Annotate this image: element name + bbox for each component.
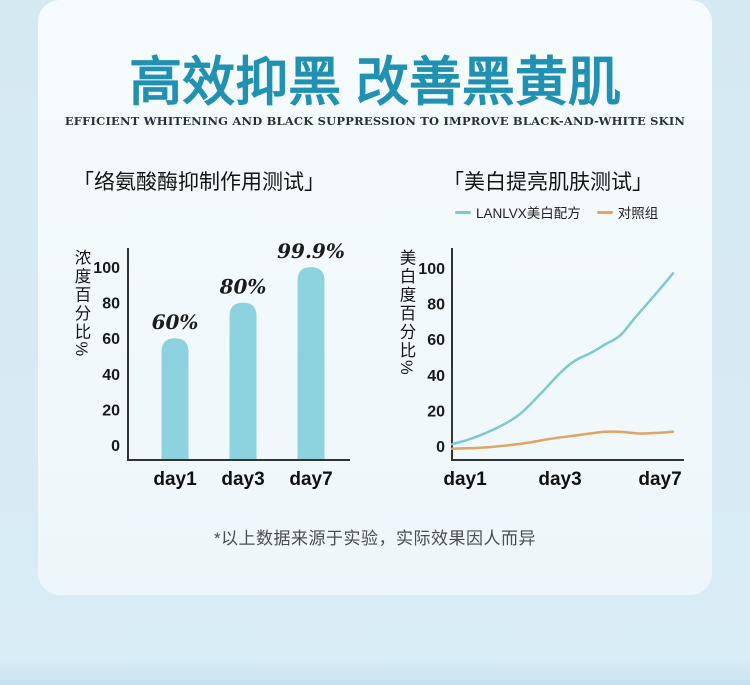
bar-day3 [229, 302, 257, 459]
bar-value-label: 60% [152, 310, 199, 334]
legend-label: LANLVX美白配方 [476, 206, 581, 221]
line-chart-ytick: 0 [436, 439, 445, 456]
legend-label: 对照组 [617, 206, 659, 221]
line-chart-ylabel: 美白度百分比% [397, 249, 415, 377]
bar-day1 [161, 338, 189, 459]
page-title: 高效抑黑 改善黑黄肌 [129, 53, 621, 112]
line-chart-ytick: 40 [427, 368, 445, 385]
bar-chart-ytick: 80 [102, 296, 120, 313]
line-chart-ytick: 20 [427, 403, 445, 420]
next-section-edge [0, 680, 750, 685]
bar-chart-ytick: 100 [93, 260, 120, 277]
line-chart-ytick: 100 [418, 261, 445, 278]
legend-item: LANLVX美白配方 [455, 202, 581, 222]
line-chart-xtick: day1 [443, 469, 487, 490]
series-line-LANLVX美白配方 [450, 272, 675, 446]
bar-chart-xtick: day1 [153, 469, 197, 490]
bar-chart-ylabel: 浓度百分比% [72, 249, 90, 359]
page-subtitle: EFFICIENT WHITENING AND BLACK SUPPRESSIO… [64, 114, 686, 128]
bar-chart-title: 「络氨酸酶抑制作用测试」 [73, 171, 325, 194]
bar-chart-xtick: day3 [221, 469, 264, 490]
line-chart-title: 「美白提亮肌肤测试」 [443, 171, 653, 194]
bar-day7 [297, 267, 325, 459]
line-chart: 0 20 40 60 80 100 day1 day3 day7 [418, 248, 684, 490]
bar-chart-ytick: 40 [102, 367, 120, 384]
bar-chart-ytick: 0 [111, 438, 120, 455]
bar-chart: 0 20 40 60 80 100 60% day1 80% day3 99.9% day7 [93, 239, 350, 490]
content-card: 高效抑黑 改善黑黄肌 EFFICIENT WHITENING AND BLACK… [38, 0, 712, 595]
bar-value-label: 80% [219, 275, 267, 299]
line-chart-ytick: 60 [427, 332, 445, 349]
legend-line-marker [455, 210, 471, 214]
bar-chart-ytick: 60 [102, 331, 120, 348]
line-chart-legend: LANLVX美白配方 对照组 [455, 202, 658, 222]
series-line-对照组 [450, 430, 675, 450]
line-chart-xtick: day3 [538, 469, 581, 490]
line-chart-xtick: day7 [638, 469, 681, 490]
line-chart-ytick: 80 [427, 297, 445, 314]
bar-value-label: 99.9% [277, 239, 345, 263]
bar-chart-ytick: 20 [102, 402, 120, 419]
bar-chart-xtick: day7 [289, 469, 332, 490]
legend-item: 对照组 [596, 202, 659, 222]
legend-line-marker [596, 210, 613, 214]
data-disclaimer: *以上数据来源于实验，实际效果因人而异 [213, 529, 537, 548]
